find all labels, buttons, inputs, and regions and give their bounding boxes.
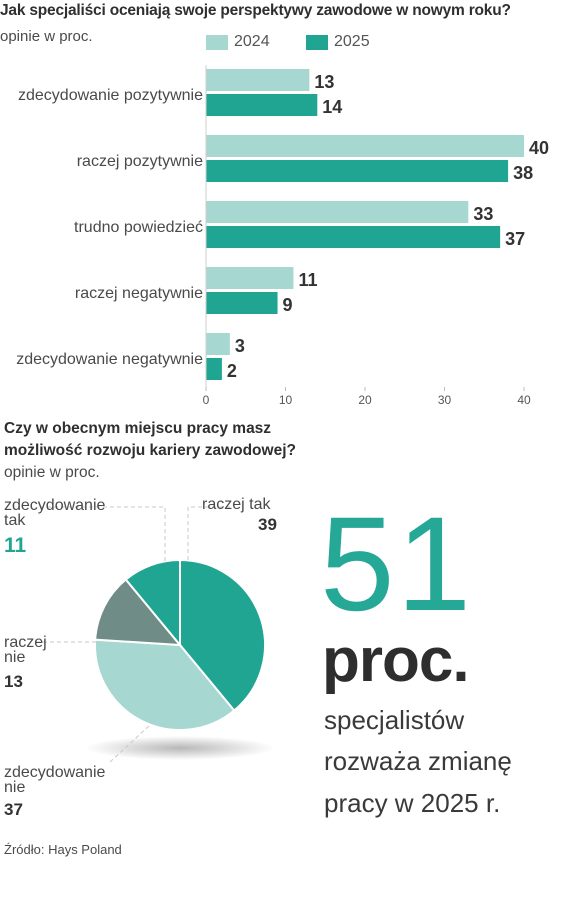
category-label-zdecydowanie-pozytywnie: zdecydowanie pozytywnie [18,87,203,104]
legend-label-2025: 2025 [334,33,370,50]
bar-2024-raczej-pozytywnie [206,135,524,157]
value-label-2024-trudno-powiedziec: 33 [473,204,493,224]
bar-2025-zdecydowanie-negatywnie [206,358,222,380]
value-label-2024-zdecydowanie-pozytywnie: 13 [314,72,334,92]
value-label-2024-raczej-negatywnie: 11 [298,270,317,290]
pie-slice-raczej-nie [94,578,183,647]
pie-label-raczej-nie: raczej nie [4,634,47,666]
bar-2025-zdecydowanie-pozytywnie [206,94,318,116]
leader-line-zdecydowanie-nie [109,724,151,763]
pie-label-raczej-tak: raczej tak [202,496,271,513]
x-tick-label-30: 30 [438,393,452,407]
pie-slice-raczej-tak [179,558,266,712]
bar-2024-trudno-powiedziec [206,201,469,223]
pie-slice-zdecydowanie-tak [124,558,181,648]
bar-2025-raczej-negatywnie [206,292,278,314]
bar-2024-raczej-negatywnie [206,267,294,289]
highlight-unit: proc. [322,626,470,695]
legend-swatch-2024 [206,35,228,50]
category-label-raczej-pozytywnie: raczej pozytywnie [77,153,203,170]
bar-2024-zdecydowanie-pozytywnie [206,69,310,91]
pie-chart-title-unit: opinie w proc. [4,464,100,481]
x-tick-label-20: 20 [358,393,372,407]
category-label-trudno-powiedziec: trudno powiedzieć [74,219,203,236]
value-label-2025-raczej-pozytywnie: 38 [513,163,533,183]
leader-line-raczej-tak [187,506,230,560]
pie-chart-title-bold: Czy w obecnym miejscu pracy masz możliwo… [4,420,296,459]
value-label-2025-trudno-powiedziec: 37 [505,229,525,249]
value-label-2024-zdecydowanie-negatywnie: 3 [235,336,245,356]
bar-chart: zdecydowanie pozytywnie 13 14 raczej pozyty… [16,65,549,407]
source-note: Źródło: Hays Poland [4,842,122,857]
pie-shadow [85,736,275,760]
bar-2024-zdecydowanie-negatywnie [206,333,230,355]
value-label-2024-raczej-pozytywnie: 40 [529,138,549,158]
highlight-number: 51 [320,490,474,639]
bar-2025-raczej-pozytywnie [206,160,509,182]
pie-label-zdecydowanie-nie: zdecydowanie nie [4,764,106,796]
pie-value-zdecydowanie-nie: 37 [4,800,23,819]
value-label-2025-zdecydowanie-pozytywnie: 14 [322,97,342,117]
x-tick-label-40: 40 [517,393,531,407]
pie-chart-title: Czy w obecnym miejscu pracy masz możliwo… [4,418,324,484]
pie-chart [36,506,275,763]
value-label-2025-raczej-negatywnie: 9 [283,295,293,315]
value-label-2025-zdecydowanie-negatywnie: 2 [227,361,237,381]
highlight-line-3: pracy w 2025 r. [324,788,501,818]
pie-value-raczej-tak: 39 [258,515,277,534]
bar-chart-subtitle: opinie w proc. [0,28,93,45]
pie-label-zdecydowanie-tak: zdecydowanie tak [4,497,106,529]
bar-chart-title: Jak specjaliści oceniają swoje perspekty… [0,2,511,19]
bar-2025-trudno-powiedziec [206,226,501,248]
highlight-line-1: specjalistów [324,705,465,735]
legend-label-2024: 2024 [234,33,270,50]
category-label-raczej-negatywnie: raczej negatywnie [75,285,203,302]
pie-slice-zdecydowanie-nie [94,638,236,731]
highlight-line-2: rozważa zmianę [324,746,512,776]
pie-value-raczej-nie: 13 [4,672,23,691]
x-tick-label-10: 10 [279,393,293,407]
x-tick-label-0: 0 [203,393,210,407]
pie-value-zdecydowanie-tak: 11 [4,534,27,557]
legend-swatch-2025 [306,35,328,50]
leader-line-zdecydowanie-tak [40,506,166,562]
category-label-zdecydowanie-negatywnie: zdecydowanie negatywnie [16,351,203,368]
